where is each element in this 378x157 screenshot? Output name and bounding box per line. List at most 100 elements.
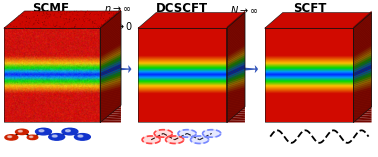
Point bbox=[66, 19, 72, 21]
Point bbox=[34, 10, 40, 12]
Point bbox=[114, 11, 120, 14]
Point bbox=[53, 24, 59, 27]
Point bbox=[70, 11, 76, 13]
Point bbox=[40, 15, 46, 17]
Point bbox=[44, 13, 50, 16]
Polygon shape bbox=[227, 63, 245, 73]
Point bbox=[54, 24, 60, 27]
Polygon shape bbox=[100, 115, 121, 118]
Polygon shape bbox=[100, 90, 121, 97]
Polygon shape bbox=[353, 109, 372, 113]
Point bbox=[110, 10, 116, 13]
Point bbox=[5, 25, 11, 28]
Point bbox=[39, 17, 45, 20]
Point bbox=[39, 21, 45, 24]
Point bbox=[62, 22, 68, 24]
Polygon shape bbox=[353, 121, 372, 122]
Point bbox=[83, 11, 89, 14]
Point bbox=[62, 23, 68, 26]
Point bbox=[31, 22, 37, 25]
Polygon shape bbox=[100, 36, 121, 51]
Polygon shape bbox=[100, 56, 121, 68]
Point bbox=[110, 13, 116, 15]
Point bbox=[51, 12, 57, 15]
Point bbox=[14, 25, 20, 28]
Point bbox=[32, 14, 38, 17]
Polygon shape bbox=[100, 87, 121, 94]
Polygon shape bbox=[100, 81, 121, 89]
Point bbox=[79, 22, 85, 25]
Point bbox=[45, 17, 51, 19]
Point bbox=[45, 23, 51, 25]
Circle shape bbox=[78, 135, 83, 137]
Point bbox=[63, 23, 69, 26]
Polygon shape bbox=[353, 87, 372, 94]
Polygon shape bbox=[100, 58, 121, 70]
Polygon shape bbox=[227, 20, 245, 36]
Point bbox=[19, 21, 25, 23]
Point bbox=[96, 25, 102, 27]
Point bbox=[83, 27, 89, 29]
Point bbox=[104, 11, 110, 13]
Point bbox=[33, 17, 39, 20]
Point bbox=[98, 15, 104, 17]
Point bbox=[16, 21, 22, 23]
Point bbox=[41, 24, 47, 26]
Polygon shape bbox=[100, 13, 121, 31]
Point bbox=[72, 15, 78, 18]
Point bbox=[42, 23, 48, 26]
Point bbox=[85, 10, 91, 12]
Polygon shape bbox=[227, 31, 245, 46]
Point bbox=[43, 15, 49, 18]
Polygon shape bbox=[353, 29, 372, 44]
Point bbox=[90, 20, 96, 23]
Point bbox=[36, 21, 42, 23]
Point bbox=[42, 20, 48, 23]
Point bbox=[96, 27, 102, 29]
Polygon shape bbox=[353, 98, 372, 103]
Point bbox=[70, 17, 76, 20]
Point bbox=[61, 17, 67, 19]
Polygon shape bbox=[100, 9, 121, 28]
Point bbox=[51, 22, 57, 24]
Point bbox=[55, 11, 61, 14]
Point bbox=[39, 14, 45, 17]
Point bbox=[74, 14, 80, 16]
Point bbox=[33, 16, 39, 18]
Point bbox=[24, 17, 30, 20]
Polygon shape bbox=[227, 115, 245, 118]
Polygon shape bbox=[100, 62, 121, 73]
Point bbox=[79, 17, 85, 19]
Polygon shape bbox=[227, 70, 245, 79]
Point bbox=[50, 24, 56, 26]
Point bbox=[38, 25, 44, 27]
Point bbox=[80, 23, 86, 26]
Point bbox=[65, 24, 71, 26]
Circle shape bbox=[19, 130, 22, 132]
Point bbox=[97, 12, 103, 15]
Point bbox=[90, 14, 96, 16]
Bar bbox=[4, 28, 100, 122]
Point bbox=[24, 14, 30, 16]
Point bbox=[84, 16, 90, 19]
Point bbox=[31, 22, 37, 25]
Point bbox=[31, 23, 37, 25]
Point bbox=[64, 12, 70, 14]
Point bbox=[98, 17, 104, 19]
Point bbox=[43, 16, 50, 18]
Polygon shape bbox=[100, 107, 121, 111]
Point bbox=[96, 10, 102, 13]
Polygon shape bbox=[100, 53, 121, 65]
Polygon shape bbox=[166, 136, 184, 143]
Point bbox=[35, 21, 41, 24]
Polygon shape bbox=[100, 15, 121, 33]
Point bbox=[16, 14, 22, 17]
Point bbox=[39, 22, 45, 25]
Point bbox=[82, 14, 88, 16]
Point bbox=[92, 13, 98, 16]
Point bbox=[46, 17, 53, 19]
Polygon shape bbox=[227, 121, 245, 122]
Point bbox=[8, 22, 14, 25]
Point bbox=[23, 16, 29, 18]
Polygon shape bbox=[100, 47, 121, 60]
